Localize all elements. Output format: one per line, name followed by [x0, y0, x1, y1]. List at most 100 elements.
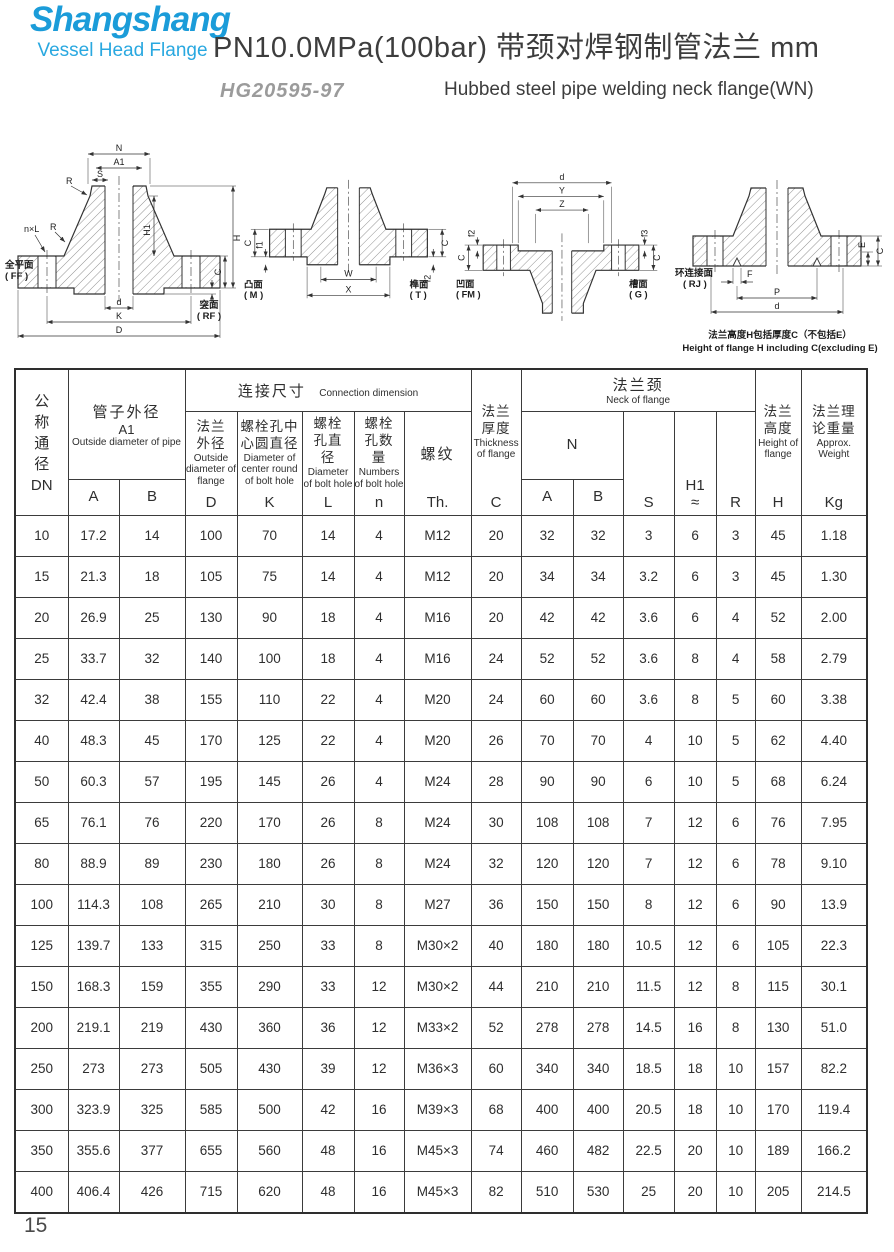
face-label-rj-cn: 环连接面: [675, 267, 714, 279]
table-cell: M20: [403, 678, 472, 721]
brand-subtitle: Vessel Head Flange: [37, 39, 208, 61]
col-header-thickness: 法兰厚度 Thickness of flange C: [470, 368, 522, 516]
table-cell: 108: [572, 801, 624, 844]
col-header-N: N: [520, 410, 624, 480]
table-cell: M33×2: [403, 1006, 472, 1049]
table-cell: 265: [184, 883, 238, 926]
table-cell: M12: [403, 555, 472, 598]
table-cell: 26: [301, 842, 355, 885]
flange-section-rj-diagram: F P d E C 环连接面 ( RJ ): [675, 180, 885, 315]
table-cell: 180: [520, 924, 574, 967]
table-cell: 51.0: [800, 1006, 868, 1049]
table-cell: 189: [754, 1129, 802, 1172]
face-label-fm-code: ( FM ): [456, 290, 481, 300]
page-subtitle-en: Hubbed steel pipe welding neck flange(WN…: [444, 79, 814, 100]
table-cell: 10: [673, 719, 717, 762]
table-cell: 82: [470, 1170, 522, 1213]
table-cell: 26.9: [67, 596, 120, 639]
table-cell: 210: [572, 965, 624, 1008]
table-cell: 62: [754, 719, 802, 762]
table-cell: 115: [754, 965, 802, 1008]
table-row: 150 168.3 159 355 290 33 12 M30×2 44 210 210 11.5 12…: [14, 965, 868, 1008]
dim-C: C: [875, 248, 885, 255]
table-cell: 530: [572, 1170, 624, 1213]
col-header-dn-cn: 公称通径: [34, 392, 50, 473]
table-row: 65 76.1 76 220 170 26 8 M24 30 108 108 7 12 6 76 7.95: [14, 801, 868, 844]
dim-D: D: [116, 325, 123, 335]
table-cell: 10: [715, 1170, 756, 1213]
table-cell: 8: [353, 801, 405, 844]
table-cell: 26: [470, 719, 522, 762]
table-cell: 168.3: [67, 965, 120, 1008]
table-cell: 9.10: [800, 842, 868, 885]
table-cell: 68: [754, 760, 802, 803]
table-cell: 58: [754, 637, 802, 680]
dim-C-left: C: [243, 239, 253, 246]
table-cell: 406.4: [67, 1170, 120, 1213]
table-cell: 40: [14, 719, 69, 762]
table-cell: 90: [572, 760, 624, 803]
table-cell: 10: [673, 760, 717, 803]
table-cell: 323.9: [67, 1088, 120, 1131]
table-cell: 400: [520, 1088, 574, 1131]
table-cell: 230: [184, 842, 238, 885]
dim-C-left: C: [457, 255, 467, 261]
table-cell: 60: [572, 678, 624, 721]
table-cell: 14.5: [622, 1006, 675, 1049]
table-cell: 120: [520, 842, 574, 885]
table-cell: 60: [470, 1047, 522, 1090]
table-cell: M16: [403, 596, 472, 639]
table-cell: 30: [470, 801, 522, 844]
table-row: 200 219.1 219 430 360 36 12 M33×2 52 278 278 14.5 16…: [14, 1006, 868, 1049]
table-cell: 6: [673, 596, 717, 639]
dim-H1: H1: [142, 224, 152, 236]
table-cell: 60.3: [67, 760, 120, 803]
table-cell: 6: [715, 924, 756, 967]
table-cell: 200: [14, 1006, 69, 1049]
dim-Z: Z: [559, 199, 565, 209]
table-cell: 4.40: [800, 719, 868, 762]
col-header-K: 螺栓孔中心圆直径 Diameter of center round of bol…: [236, 410, 303, 516]
col-header-S: S: [622, 410, 675, 516]
table-cell: 3.6: [622, 596, 675, 639]
group-header-pipe-od: 管子外径 A1 Outside diameter of pipe: [67, 368, 186, 480]
dim-Y: Y: [559, 186, 565, 196]
table-cell: 130: [184, 596, 238, 639]
table-cell: 4: [622, 719, 675, 762]
table-cell: 140: [184, 637, 238, 680]
table-cell: 42.4: [67, 678, 120, 721]
table-cell: 133: [118, 924, 186, 967]
table-cell: 250: [236, 924, 303, 967]
flange-diagrams: N A1 S R R n×L H1 H C: [4, 143, 892, 355]
table-cell: 210: [520, 965, 574, 1008]
table-cell: 60: [520, 678, 574, 721]
dim-P: P: [774, 287, 780, 297]
table-cell: 8: [715, 965, 756, 1008]
face-label-t-cn: 榫面: [409, 278, 429, 289]
table-cell: 8: [353, 924, 405, 967]
table-cell: 3: [715, 555, 756, 598]
table-cell: 4: [353, 678, 405, 721]
table-cell: 8: [715, 1006, 756, 1049]
table-cell: 11.5: [622, 965, 675, 1008]
dim-f2: f2: [422, 275, 432, 282]
flange-spec-table: 公称通径 DN 管子外径 A1 Outside diameter of pipe…: [14, 368, 869, 1214]
table-cell: 88.9: [67, 842, 120, 885]
table-cell: M24: [403, 842, 472, 885]
dim-W: W: [344, 269, 353, 279]
table-cell: 12: [353, 965, 405, 1008]
face-label-m-code: ( M ): [244, 290, 263, 300]
table-cell: 460: [520, 1129, 574, 1172]
flange-section-fm-g-diagram: d Y Z C f2 f3 C 凹面 ( FM ) 槽面 ( G ): [456, 172, 662, 321]
table-cell: 290: [236, 965, 303, 1008]
col-header-dn-code: DN: [30, 476, 53, 494]
table-cell: 76: [754, 801, 802, 844]
table-cell: 18: [301, 596, 355, 639]
table-cell: 3.38: [800, 678, 868, 721]
group-header-connection: 连接尺寸 Connection dimension: [184, 368, 472, 412]
table-cell: 42: [520, 596, 574, 639]
table-cell: 510: [520, 1170, 574, 1213]
table-cell: 6: [715, 801, 756, 844]
table-cell: 28: [470, 760, 522, 803]
